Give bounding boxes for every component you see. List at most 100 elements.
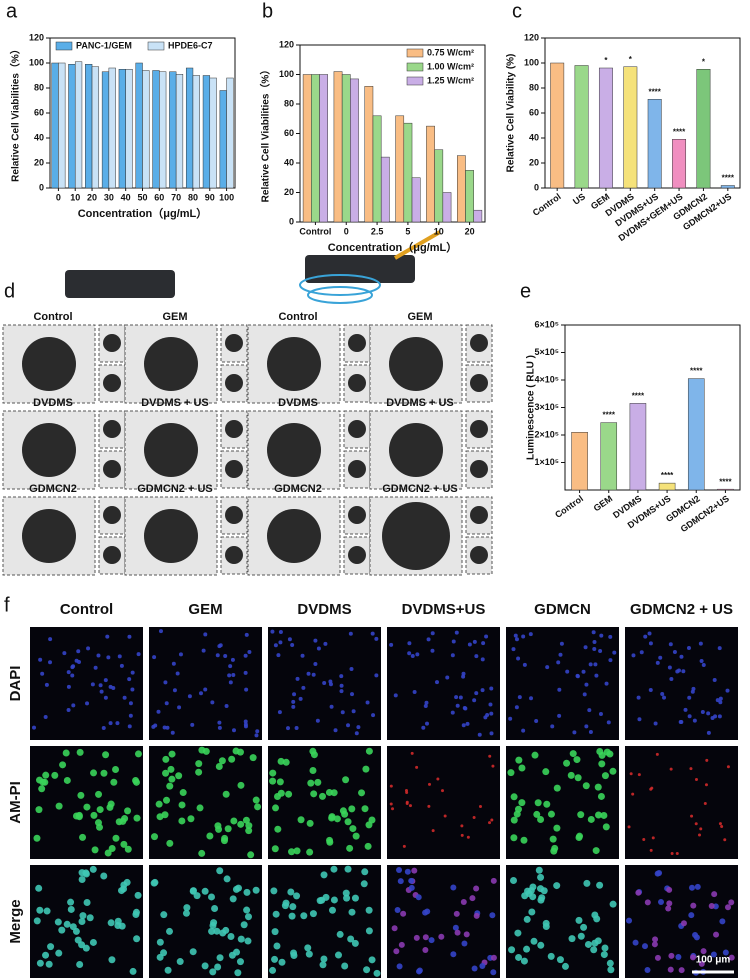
cell [354, 731, 359, 736]
cell [351, 709, 356, 714]
cell [343, 894, 351, 902]
cell [193, 892, 201, 900]
cell [514, 929, 522, 937]
cell [79, 912, 87, 920]
cell [183, 904, 191, 912]
cell [244, 632, 249, 637]
cell [460, 824, 464, 828]
cell [100, 769, 108, 777]
cell [587, 708, 592, 713]
cell [290, 949, 298, 957]
cell [609, 900, 617, 908]
cell [626, 917, 633, 924]
spheroid [225, 546, 243, 564]
cell [160, 911, 168, 919]
cell [153, 723, 158, 728]
y-tick-label: 0 [534, 182, 539, 192]
x-axis-label: Concentration（μg/mL） [78, 207, 208, 220]
bar [600, 422, 618, 491]
cell [93, 665, 98, 670]
cell [692, 718, 697, 723]
bar [302, 74, 312, 223]
cell [83, 803, 91, 811]
cell [291, 699, 296, 704]
bar [717, 488, 734, 491]
cell [641, 943, 648, 950]
cell [340, 710, 345, 715]
cell [297, 816, 305, 824]
cell [175, 772, 183, 780]
cell [484, 634, 489, 639]
y-tick-label: 2×10⁵ [535, 429, 560, 439]
cell [481, 641, 486, 646]
bar [571, 432, 588, 491]
cell [580, 923, 588, 931]
cell [330, 896, 338, 904]
spheroid [389, 337, 443, 391]
bar [364, 86, 374, 223]
legend-label: PANC-1/GEM [76, 40, 132, 50]
cell [424, 721, 429, 726]
cell [508, 716, 513, 721]
cell [66, 670, 71, 675]
cell [698, 960, 705, 967]
cell [304, 944, 312, 952]
cell [690, 814, 694, 818]
bar [341, 74, 351, 223]
cell [472, 639, 477, 644]
cell [391, 807, 395, 811]
cell [269, 966, 277, 974]
cell [483, 715, 488, 720]
cell [310, 751, 318, 759]
cell [594, 811, 602, 819]
image-label: Control [278, 311, 317, 323]
cell [574, 774, 582, 782]
cell [426, 637, 431, 642]
spheroid [22, 423, 76, 477]
cell [569, 750, 577, 758]
spheroid [470, 546, 488, 564]
cell [237, 935, 245, 943]
cell [162, 755, 170, 763]
cell [606, 959, 614, 967]
spheroid [348, 334, 366, 352]
cell [598, 760, 606, 768]
bar [108, 67, 116, 189]
bar [457, 155, 466, 223]
cell [234, 884, 242, 892]
cell [460, 899, 467, 906]
spheroid [382, 502, 450, 570]
bar [219, 90, 227, 189]
x-tick-label: 80 [188, 192, 198, 202]
device [305, 255, 415, 283]
cell [653, 721, 658, 726]
y-tick-label: 1×10⁵ [535, 457, 560, 467]
cell [601, 772, 609, 780]
cell [38, 657, 43, 662]
cell [590, 946, 598, 954]
cell [195, 768, 203, 776]
cell [236, 958, 244, 966]
bar [623, 66, 638, 189]
bar [185, 67, 194, 189]
cell [112, 765, 120, 773]
coil [307, 286, 373, 304]
cell [672, 649, 677, 654]
cell [537, 873, 545, 881]
spheroid [267, 423, 321, 477]
cell [164, 701, 169, 706]
cell [666, 900, 673, 907]
cell [636, 695, 641, 700]
cell [228, 755, 236, 763]
cell [371, 713, 376, 718]
bar [68, 64, 76, 189]
cell [130, 670, 135, 675]
cell [694, 883, 701, 890]
image-label: GEM [162, 311, 187, 323]
cell [76, 649, 81, 654]
spheroid [470, 420, 488, 438]
cell [36, 776, 44, 784]
cell [700, 710, 705, 715]
legend-swatch [406, 62, 424, 72]
cell [230, 657, 235, 662]
